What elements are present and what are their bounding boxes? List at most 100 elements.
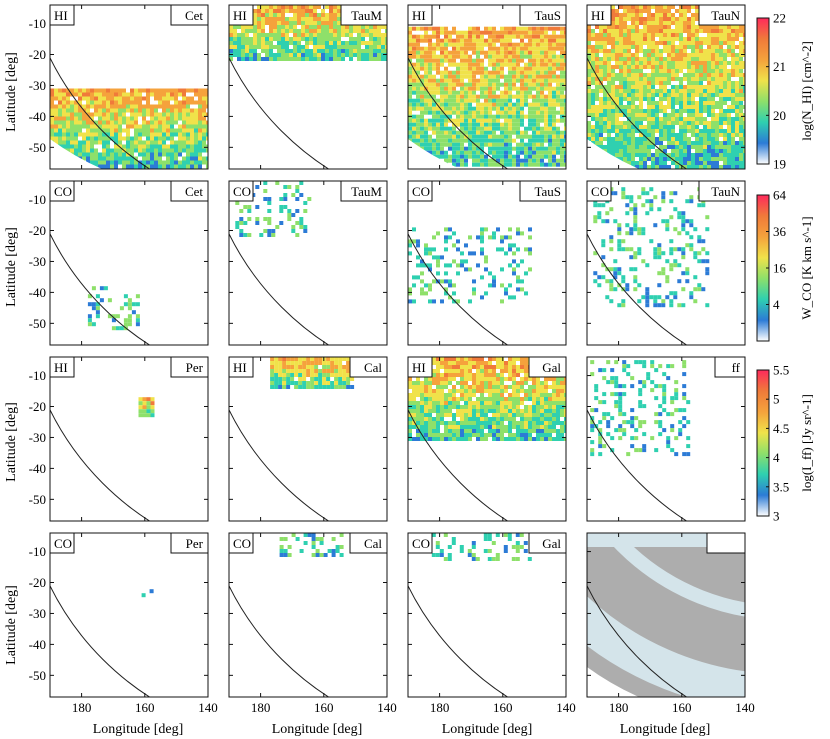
map-cell bbox=[544, 34, 548, 39]
map-cell bbox=[365, 33, 369, 37]
map-cell bbox=[687, 101, 691, 105]
map-cell bbox=[241, 25, 245, 29]
map-cell bbox=[532, 154, 536, 159]
map-cell bbox=[615, 145, 619, 149]
map-cell bbox=[536, 126, 540, 131]
map-cell bbox=[677, 263, 682, 268]
map-cell bbox=[536, 74, 540, 79]
map-cell bbox=[166, 100, 170, 105]
map-cell bbox=[329, 33, 333, 37]
map-cell bbox=[707, 145, 711, 149]
map-cell bbox=[697, 287, 702, 292]
map-cell bbox=[611, 25, 615, 29]
map-cell bbox=[703, 49, 707, 53]
map-cell bbox=[665, 227, 670, 232]
map-cell bbox=[508, 126, 512, 131]
map-cell bbox=[548, 126, 552, 131]
map-cell bbox=[544, 150, 548, 155]
map-cell bbox=[691, 37, 695, 41]
map-cell bbox=[130, 148, 134, 153]
map-cell bbox=[186, 140, 190, 145]
map-cell bbox=[186, 160, 190, 165]
map-cell bbox=[699, 57, 703, 61]
map-cell bbox=[703, 77, 707, 81]
map-cell bbox=[102, 112, 106, 117]
map-cell bbox=[237, 25, 241, 29]
map-cell bbox=[90, 132, 94, 137]
y-tick-label: -30 bbox=[29, 78, 46, 93]
map-cell bbox=[623, 57, 627, 61]
map-cell bbox=[265, 37, 269, 41]
map-cell bbox=[540, 150, 544, 155]
map-cell bbox=[106, 116, 110, 121]
map-cell bbox=[703, 85, 707, 89]
map-cell bbox=[673, 291, 678, 296]
map-cell bbox=[619, 141, 623, 145]
map-cell bbox=[274, 361, 279, 365]
map-cell bbox=[138, 164, 142, 169]
map-cell bbox=[146, 160, 150, 165]
map-cell bbox=[78, 140, 82, 145]
map-cell bbox=[432, 279, 436, 284]
map-cell bbox=[261, 17, 265, 21]
map-cell bbox=[691, 141, 695, 145]
map-cell bbox=[58, 96, 62, 101]
map-cell bbox=[723, 89, 727, 93]
map-cell bbox=[452, 130, 456, 135]
map-cell bbox=[675, 157, 679, 161]
map-cell bbox=[361, 53, 365, 57]
map-cell bbox=[412, 98, 416, 103]
map-cell bbox=[663, 57, 667, 61]
map-cell bbox=[130, 108, 134, 113]
map-cell bbox=[472, 279, 476, 284]
map-cell bbox=[428, 134, 432, 139]
map-cell bbox=[647, 129, 651, 133]
map-cell bbox=[508, 82, 512, 87]
map-cell bbox=[480, 251, 484, 256]
map-cell bbox=[727, 97, 731, 101]
map-cell bbox=[711, 41, 715, 45]
map-cell bbox=[669, 251, 674, 256]
map-cell bbox=[615, 85, 619, 89]
map-cell bbox=[333, 37, 337, 41]
map-cell bbox=[675, 29, 679, 33]
map-cell bbox=[480, 118, 484, 123]
map-cell bbox=[460, 251, 464, 256]
map-cell bbox=[669, 291, 674, 296]
map-cell bbox=[194, 112, 198, 117]
map-cell bbox=[436, 98, 440, 103]
region-label: Per bbox=[186, 360, 204, 375]
map-cell bbox=[66, 88, 70, 93]
map-cell bbox=[349, 29, 353, 33]
map-cell bbox=[342, 369, 347, 373]
map-cell bbox=[78, 128, 82, 133]
map-cell bbox=[637, 247, 642, 252]
map-cell bbox=[279, 221, 284, 225]
map-cell bbox=[731, 105, 735, 109]
map-cell bbox=[301, 29, 305, 33]
map-cell bbox=[178, 124, 182, 129]
map-cell bbox=[540, 118, 544, 123]
map-cell bbox=[655, 93, 659, 97]
map-cell bbox=[162, 164, 166, 169]
map-cell bbox=[476, 82, 480, 87]
map-cell bbox=[715, 61, 719, 65]
map-cell bbox=[500, 94, 504, 99]
map-cell bbox=[66, 96, 70, 101]
map-cell bbox=[611, 73, 615, 77]
map-cell bbox=[532, 126, 536, 131]
map-cell bbox=[544, 106, 548, 111]
map-cell bbox=[325, 57, 329, 61]
map-cell bbox=[412, 118, 416, 123]
map-cell bbox=[695, 137, 699, 141]
map-cell bbox=[95, 310, 100, 315]
map-cell bbox=[239, 233, 244, 237]
map-cell bbox=[476, 158, 480, 163]
map-cell bbox=[86, 96, 90, 101]
map-cell bbox=[277, 13, 281, 17]
map-cell bbox=[166, 112, 170, 117]
map-cell bbox=[615, 41, 619, 45]
map-cell bbox=[448, 94, 452, 99]
map-cell bbox=[647, 149, 651, 153]
